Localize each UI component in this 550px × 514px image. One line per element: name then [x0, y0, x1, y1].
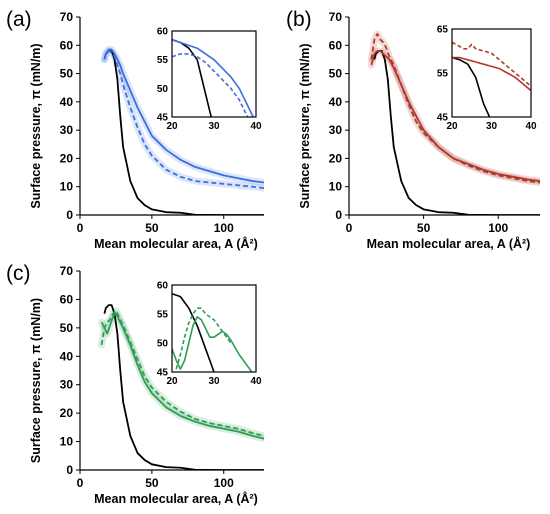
y-tick-label: 50: [329, 67, 343, 81]
inset-x-tick-label: 20: [446, 121, 458, 132]
y-tick-label: 10: [60, 180, 74, 194]
y-tick-label: 10: [329, 180, 343, 194]
x-tick-label: 50: [145, 221, 159, 235]
x-tick-label: 100: [488, 221, 508, 235]
inset-x-tick-label: 40: [250, 376, 262, 387]
y-tick-label: 0: [335, 208, 342, 222]
y-tick-label: 30: [60, 378, 74, 392]
inset-x-tick-label: 40: [525, 121, 537, 132]
inset-y-tick-label: 45: [157, 113, 169, 124]
inset-frame: [171, 30, 257, 118]
y-tick-label: 70: [60, 264, 74, 278]
x-tick-label: 100: [214, 476, 234, 490]
y-tick-label: 40: [60, 349, 74, 363]
y-tick-label: 60: [60, 38, 74, 52]
y-tick-label: 10: [60, 435, 74, 449]
inset-series-line-2: [172, 38, 255, 117]
series-line-2: [370, 50, 540, 182]
series-group: [98, 304, 264, 470]
series-line-1: [103, 304, 264, 470]
inset-series-group: [452, 41, 531, 117]
series-group: [367, 30, 540, 215]
y-tick-label: 40: [329, 95, 343, 109]
y-axis-label: Surface pressure, π (mN/m): [29, 43, 43, 208]
inset-x-tick-label: 20: [166, 121, 178, 132]
inset-y-tick-label: 60: [157, 27, 169, 38]
inset-series-group: [172, 38, 255, 117]
inset-series-line-2: [452, 56, 531, 92]
y-tick-label: 60: [60, 292, 74, 306]
inset-chart: 45 50 55 60 20 30 40: [157, 281, 262, 388]
y-tick-label: 40: [60, 95, 74, 109]
inset-series-line-1: [172, 292, 215, 372]
panel-label: (b): [286, 8, 312, 31]
x-tick-label: 0: [77, 221, 84, 235]
inset-y-tick-label: 50: [157, 339, 169, 350]
inset-series-line-3: [452, 41, 531, 87]
inset-y-tick-label: 55: [157, 55, 169, 66]
x-tick-label: 50: [417, 221, 431, 235]
inset-y-tick-label: 45: [437, 113, 449, 124]
x-tick-label: 0: [77, 476, 84, 490]
inset-y-tick-label: 65: [437, 25, 449, 36]
y-tick-label: 0: [66, 208, 73, 222]
inset-frame: [451, 28, 532, 118]
y-axis-label: Surface pressure, π (mN/m): [29, 298, 43, 463]
x-tick-label: 100: [214, 221, 234, 235]
y-tick-label: 20: [60, 406, 74, 420]
inset-x-tick-label: 30: [208, 121, 220, 132]
y-tick-label: 50: [60, 321, 74, 335]
y-axis-label: Surface pressure, π (mN/m): [298, 43, 312, 208]
series-line-3: [370, 33, 540, 184]
series-line-3: [100, 309, 264, 437]
y-tick-label: 30: [329, 123, 343, 137]
y-tick-label: 30: [60, 123, 74, 137]
inset-y-tick-label: 55: [437, 69, 449, 80]
series-group: [100, 46, 264, 215]
inset-chart: 45 55 65 20 30 40: [437, 25, 537, 133]
y-tick-label: 0: [66, 463, 73, 477]
x-tick-label: 50: [145, 476, 159, 490]
inset-x-tick-label: 40: [250, 121, 262, 132]
inset-y-tick-label: 50: [157, 84, 169, 95]
inset-y-tick-label: 60: [157, 281, 169, 292]
inset-x-tick-label: 20: [166, 376, 178, 387]
y-tick-label: 20: [329, 151, 343, 165]
y-tick-label: 60: [329, 38, 343, 52]
series-line-2: [100, 312, 264, 440]
y-tick-label: 70: [329, 10, 343, 24]
inset-series-line-2: [172, 316, 253, 372]
y-tick-label: 70: [60, 10, 74, 24]
inset-series-line-1: [452, 56, 491, 117]
inset-series-line-3: [175, 307, 232, 370]
series-line-2: [103, 48, 264, 184]
x-axis-label: Mean molecular area, A (Å²): [94, 491, 258, 506]
x-tick-label: 0: [346, 221, 353, 235]
inset-x-tick-label: 30: [486, 121, 498, 132]
series-line-3: [103, 50, 264, 190]
inset-y-tick-label: 55: [157, 310, 169, 321]
inset-chart: 45 50 55 60 20 30 40: [157, 27, 262, 133]
inset-x-tick-label: 30: [208, 376, 220, 387]
x-axis-label: Mean molecular area, A (Å²): [94, 236, 258, 251]
inset-background: [452, 29, 531, 117]
panel-label: (a): [6, 8, 32, 31]
inset-frame: [171, 284, 257, 373]
panel-label: (c): [6, 262, 31, 285]
inset-series-line-3: [172, 53, 249, 117]
y-tick-label: 20: [60, 151, 74, 165]
x-axis-label: Mean molecular area, A (Å²): [367, 236, 531, 251]
inset-y-tick-label: 45: [157, 368, 169, 379]
y-tick-label: 50: [60, 67, 74, 81]
inset-series-group: [172, 292, 253, 372]
